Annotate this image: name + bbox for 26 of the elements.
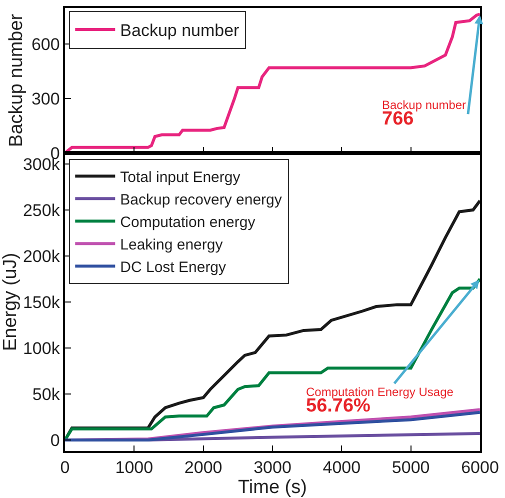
line-series xyxy=(65,277,480,442)
y-tick-label: 250k xyxy=(22,200,60,220)
x-tick-label: 4000 xyxy=(322,458,361,478)
y-tick-label: 300 xyxy=(31,89,60,108)
legend-label: Total input Energy xyxy=(120,168,241,186)
y-axis-title: Backup number xyxy=(6,13,27,147)
y-tick-label: 100k xyxy=(22,338,60,358)
x-tick-label: 6000 xyxy=(461,458,499,478)
legend-label: Computation energy xyxy=(120,214,256,231)
y-tick-label: 600 xyxy=(31,35,60,54)
legend-label: DC Lost Energy xyxy=(120,258,227,276)
y-tick-label: 200k xyxy=(22,246,60,266)
y-tick-label: 50k xyxy=(32,384,60,404)
y-tick-label: 0 xyxy=(50,430,60,450)
x-axis-title: Time (s) xyxy=(238,477,307,498)
y-axis-title: Energy (uJ) xyxy=(0,252,21,352)
annotation: Backup number 766 xyxy=(382,98,466,130)
x-tick-label: 2000 xyxy=(184,458,222,478)
legend-label: Leaking energy xyxy=(120,236,224,254)
y-tick-label: 150k xyxy=(22,292,60,312)
annotation: Computation Energy Usage 56.76% xyxy=(306,385,454,417)
x-tick-label: 3000 xyxy=(254,458,292,478)
legend-label: Backup number xyxy=(120,21,240,40)
legend-label: Backup recovery energy xyxy=(120,191,282,208)
x-tick-label: 5000 xyxy=(392,458,430,478)
x-tick-label: 1000 xyxy=(115,458,154,478)
